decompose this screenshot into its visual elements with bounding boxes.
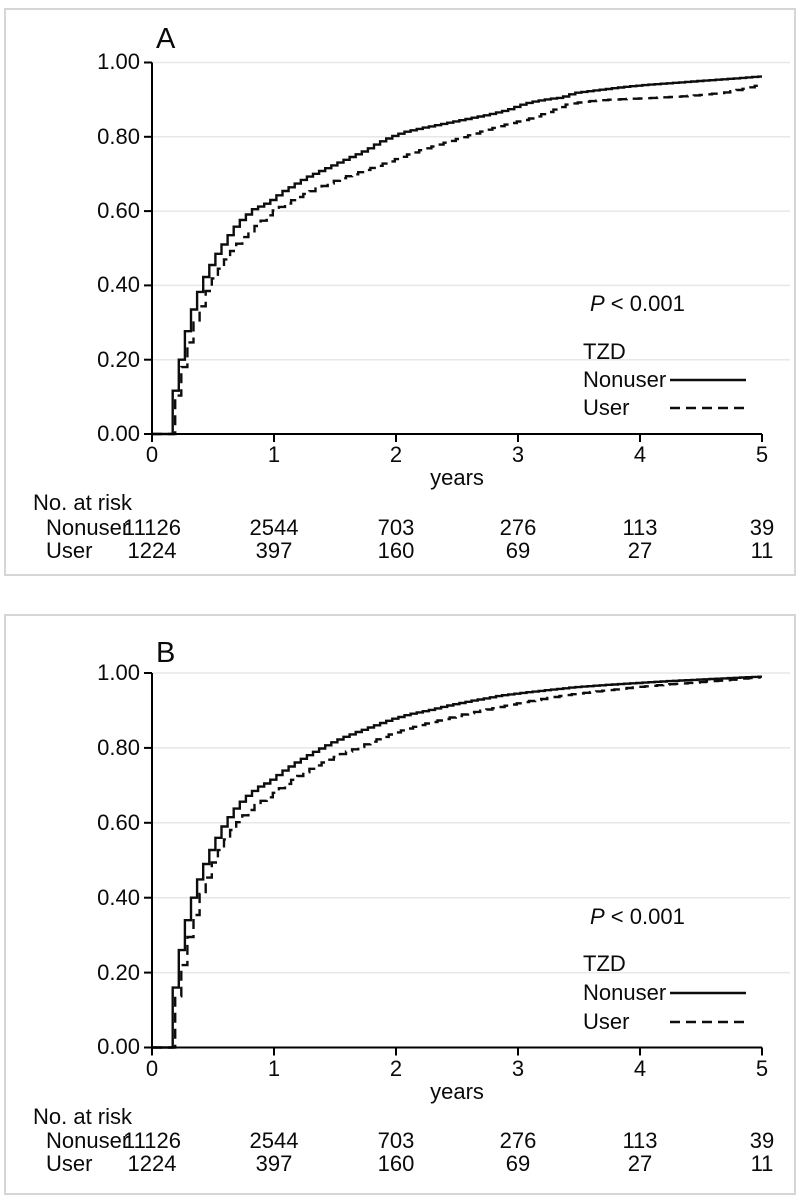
y-tick-label-a: 0.00 xyxy=(97,421,140,446)
y-tick-label-b: 0.40 xyxy=(97,885,140,910)
p-value-text: < 0.001 xyxy=(604,904,685,929)
x-tick-label-a: 0 xyxy=(145,442,159,467)
risk-value: 39 xyxy=(749,515,775,540)
risk-value: 39 xyxy=(749,1128,775,1153)
legend-nonuser-label-a: Nonuser xyxy=(583,367,667,392)
risk-value: 1224 xyxy=(127,1151,177,1176)
p-value-b: P < 0.001 xyxy=(590,906,685,928)
risk-value: 160 xyxy=(377,538,415,563)
axes-a xyxy=(151,62,762,435)
risk-value: 2544 xyxy=(249,1128,299,1153)
x-axis-title-a: years xyxy=(430,465,484,490)
risk-value: 160 xyxy=(377,1151,415,1176)
x-tick-label-b: 5 xyxy=(755,1056,769,1081)
p-value-text: < 0.001 xyxy=(604,291,685,316)
panel-a-letter: A xyxy=(156,23,176,55)
legend-title-b: TZD xyxy=(583,951,626,976)
risk-value: 69 xyxy=(505,538,531,563)
x-tick-label-b: 0 xyxy=(145,1056,159,1081)
risk-value: 2544 xyxy=(249,515,299,540)
nonuser-curve-a xyxy=(152,75,762,436)
risk-value: 397 xyxy=(255,1151,293,1176)
legend-user-label-b: User xyxy=(583,1009,630,1034)
y-tick-label-a: 1.00 xyxy=(97,49,140,74)
x-tick-label-a: 1 xyxy=(267,442,281,467)
risk-row-label: Nonuser xyxy=(46,1128,130,1153)
risk-value: 11 xyxy=(750,1151,774,1176)
x-axis-title-b: years xyxy=(430,1079,484,1104)
risk-value: 69 xyxy=(505,1151,531,1176)
risk-row-label: User xyxy=(46,538,93,563)
risk-value: 113 xyxy=(622,515,658,540)
p-value-a: P < 0.001 xyxy=(590,293,685,315)
panel-a-frame xyxy=(4,8,796,576)
axes-b xyxy=(151,673,762,1049)
y-tick-label-a: 0.80 xyxy=(97,124,140,149)
risk-value: 11126 xyxy=(123,515,181,540)
legend-nonuser-label-b: Nonuser xyxy=(583,980,667,1005)
p-symbol: P xyxy=(590,291,605,316)
risk-value: 276 xyxy=(499,515,537,540)
x-tick-label-a: 2 xyxy=(389,442,403,467)
risk-value: 11126 xyxy=(123,1128,181,1153)
p-symbol: P xyxy=(590,904,605,929)
risk-value: 27 xyxy=(627,538,653,563)
risk-value: 397 xyxy=(255,538,293,563)
x-tick-label-b: 1 xyxy=(267,1056,281,1081)
x-tick-label-a: 5 xyxy=(755,442,769,467)
x-tick-label-a: 4 xyxy=(633,442,647,467)
y-tick-label-a: 0.20 xyxy=(97,347,140,372)
risk-row-label: Nonuser xyxy=(46,515,130,540)
risk-value: 703 xyxy=(377,1128,415,1153)
y-tick-label-a: 0.60 xyxy=(97,198,140,223)
risk-value: 276 xyxy=(499,1128,537,1153)
x-tick-label-b: 2 xyxy=(389,1056,403,1081)
y-tick-label-b: 0.20 xyxy=(97,960,140,985)
risk-value: 113 xyxy=(622,1128,658,1153)
risk-table-title-a: No. at risk xyxy=(33,490,133,515)
x-tick-label-b: 3 xyxy=(511,1056,525,1081)
user-curve-a xyxy=(152,84,761,436)
legend-user-label-a: User xyxy=(583,395,630,420)
x-tick-label-b: 4 xyxy=(633,1056,647,1081)
legend-title-a: TZD xyxy=(583,339,626,364)
y-tick-label-b: 1.00 xyxy=(97,660,140,685)
risk-row-label: User xyxy=(46,1151,93,1176)
panel-b-letter: B xyxy=(156,637,176,669)
y-tick-label-b: 0.60 xyxy=(97,810,140,835)
nonuser-curve-b xyxy=(152,675,762,1049)
user-curve-b xyxy=(152,676,761,1049)
risk-value: 27 xyxy=(627,1151,653,1176)
y-tick-label-a: 0.40 xyxy=(97,272,140,297)
panel-b-frame xyxy=(4,614,796,1195)
y-tick-label-b: 0.80 xyxy=(97,735,140,760)
y-tick-label-b: 0.00 xyxy=(97,1034,140,1059)
risk-value: 1224 xyxy=(127,538,177,563)
risk-value: 703 xyxy=(377,515,415,540)
risk-value: 11 xyxy=(750,538,774,563)
risk-table-title-b: No. at risk xyxy=(33,1104,133,1129)
x-tick-label-a: 3 xyxy=(511,442,525,467)
